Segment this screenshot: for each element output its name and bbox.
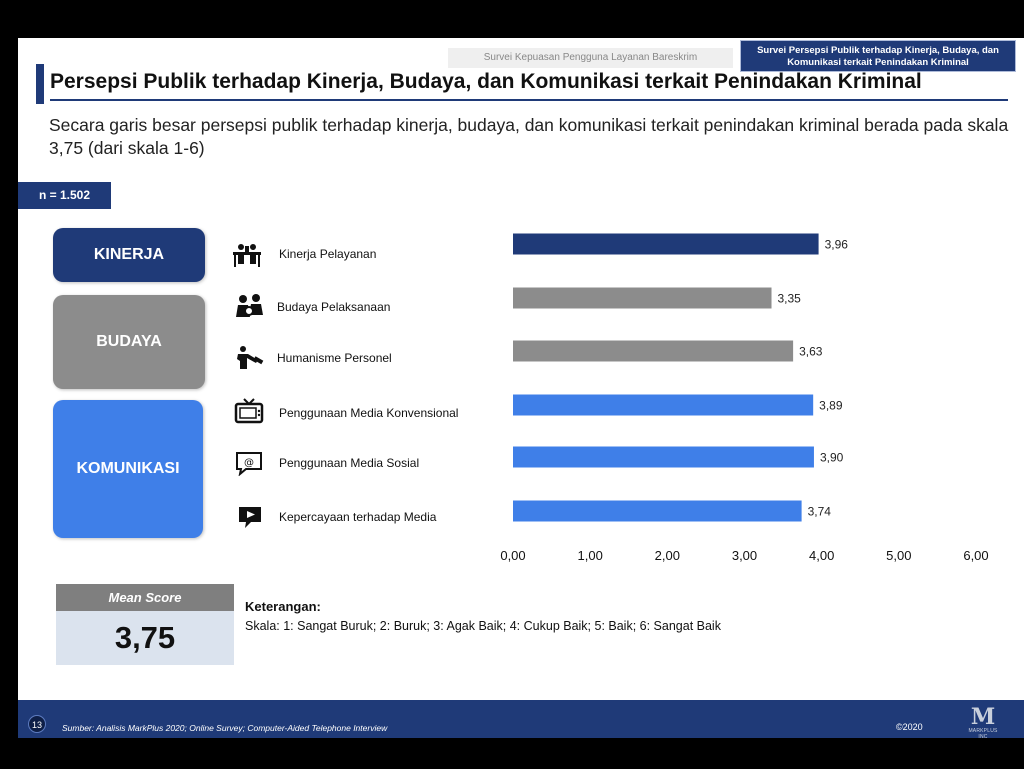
item-label-media-sosial: Penggunaan Media Sosial	[279, 456, 420, 470]
x-tick-label-1: 1,00	[578, 548, 603, 563]
bar-5	[513, 500, 802, 522]
item-label-kepercayaan-media: Kepercayaan terhadap Media	[279, 510, 437, 524]
category-komunikasi-label: KOMUNIKASI	[76, 460, 180, 477]
page-number: 13	[28, 715, 46, 733]
bar-value-label-5: 3,74	[808, 505, 832, 519]
logo-text: MARKPLUS INC	[968, 728, 998, 740]
bar-2	[513, 340, 794, 362]
category-budaya-label: BUDAYA	[96, 333, 162, 350]
handshake-icon	[237, 346, 264, 369]
mean-score-value: 3,75	[114, 620, 176, 655]
bar-chart: 3,96 3,35 3,63 3,89 3,90 3,74 0,00 1,00 2,00 3,00…	[500, 233, 989, 563]
item-label-kinerja-pelayanan: Kinerja Pelayanan	[279, 247, 377, 261]
category-budaya: BUDAYA	[53, 295, 205, 389]
bar-value-label-4: 3,90	[820, 451, 844, 465]
legend-note-text: Skala: 1: Sangat Buruk; 2: Buruk; 3: Aga…	[245, 619, 721, 633]
tv-icon	[234, 398, 264, 424]
item-label-media-konvensional: Penggunaan Media Konvensional	[279, 406, 459, 420]
mean-score-label: Mean Score	[56, 584, 234, 611]
x-tick-label-6: 6,00	[963, 548, 988, 563]
page-subtitle: Secara garis besar persepsi publik terha…	[49, 115, 1009, 158]
bar-1	[513, 287, 772, 309]
title-accent-bar	[36, 64, 44, 104]
mean-score-box: Mean Score 3,75	[56, 584, 234, 665]
x-tick-label-5: 5,00	[886, 548, 911, 563]
sample-size-badge: n = 1.502	[18, 182, 111, 209]
bar-value-label-1: 3,35	[778, 292, 802, 306]
tab-survei-kepuasan[interactable]: Survei Kepuasan Pengguna Layanan Bareskr…	[448, 48, 733, 68]
logo-letter: M	[970, 704, 996, 730]
category-komunikasi: KOMUNIKASI	[53, 400, 203, 538]
bar-value-label-3: 3,89	[819, 399, 843, 413]
office-desk-icon	[233, 244, 261, 267]
category-kinerja-label: KINERJA	[93, 246, 165, 263]
tab-survei-persepsi[interactable]: Survei Persepsi Publik terhadap Kinerja,…	[740, 40, 1016, 72]
title-divider	[50, 99, 1008, 101]
chat-at-icon: @	[236, 452, 262, 476]
footer-bar: 13 Sumber: Analisis MarkPlus 2020; Onlin…	[18, 700, 1024, 740]
copyright-year: ©2020	[896, 722, 923, 732]
page-title: Persepsi Publik terhadap Kinerja, Budaya…	[50, 70, 922, 93]
chat-play-icon	[239, 507, 261, 528]
legend-note-title: Keterangan:	[245, 599, 321, 614]
x-tick-label-0: 0,00	[500, 548, 525, 563]
x-tick-label-4: 4,00	[809, 548, 834, 563]
x-tick-label-2: 2,00	[655, 548, 680, 563]
markplus-logo: M MARKPLUS INC	[968, 706, 998, 740]
svg-text:@: @	[244, 458, 254, 469]
slide: Survei Kepuasan Pengguna Layanan Bareskr…	[18, 38, 1024, 740]
bar-value-label-0: 3,96	[825, 238, 849, 252]
item-label-budaya-pelaksanaan: Budaya Pelaksanaan	[277, 300, 391, 314]
bar-4	[513, 446, 814, 468]
bar-value-label-2: 3,63	[799, 345, 823, 359]
bar-3	[513, 394, 814, 416]
bar-0	[513, 233, 819, 255]
people-meeting-icon	[236, 294, 263, 317]
source-note: Sumber: Analisis MarkPlus 2020; Online S…	[62, 723, 388, 733]
x-tick-label-3: 3,00	[732, 548, 757, 563]
category-kinerja: KINERJA	[53, 228, 205, 282]
item-label-humanisme-personel: Humanisme Personel	[277, 351, 392, 365]
